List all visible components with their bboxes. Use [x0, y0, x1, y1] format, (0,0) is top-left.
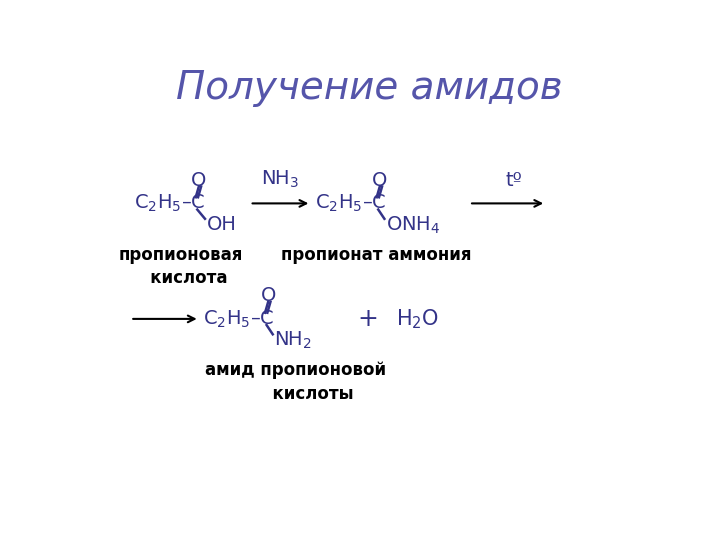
Text: Получение амидов: Получение амидов — [176, 69, 562, 107]
Text: ONH$_4$: ONH$_4$ — [386, 214, 440, 235]
Text: O: O — [191, 171, 207, 190]
Text: пропионат аммония: пропионат аммония — [282, 246, 472, 264]
Text: H$_2$O: H$_2$O — [396, 307, 439, 330]
Text: OH: OH — [207, 215, 236, 234]
Text: tº: tº — [505, 171, 522, 190]
Text: амид пропионовой
      кислоты: амид пропионовой кислоты — [205, 361, 387, 403]
Text: +: + — [357, 307, 378, 331]
Text: C$_2$H$_5$–C: C$_2$H$_5$–C — [204, 308, 275, 329]
Text: O: O — [372, 171, 387, 190]
Text: O: O — [261, 286, 276, 305]
Text: пропионовая
   кислота: пропионовая кислота — [118, 246, 243, 287]
Text: C$_2$H$_5$–C: C$_2$H$_5$–C — [315, 193, 387, 214]
Text: C$_2$H$_5$–C: C$_2$H$_5$–C — [134, 193, 206, 214]
Text: NH$_3$: NH$_3$ — [261, 168, 300, 190]
Text: NH$_2$: NH$_2$ — [274, 330, 312, 351]
